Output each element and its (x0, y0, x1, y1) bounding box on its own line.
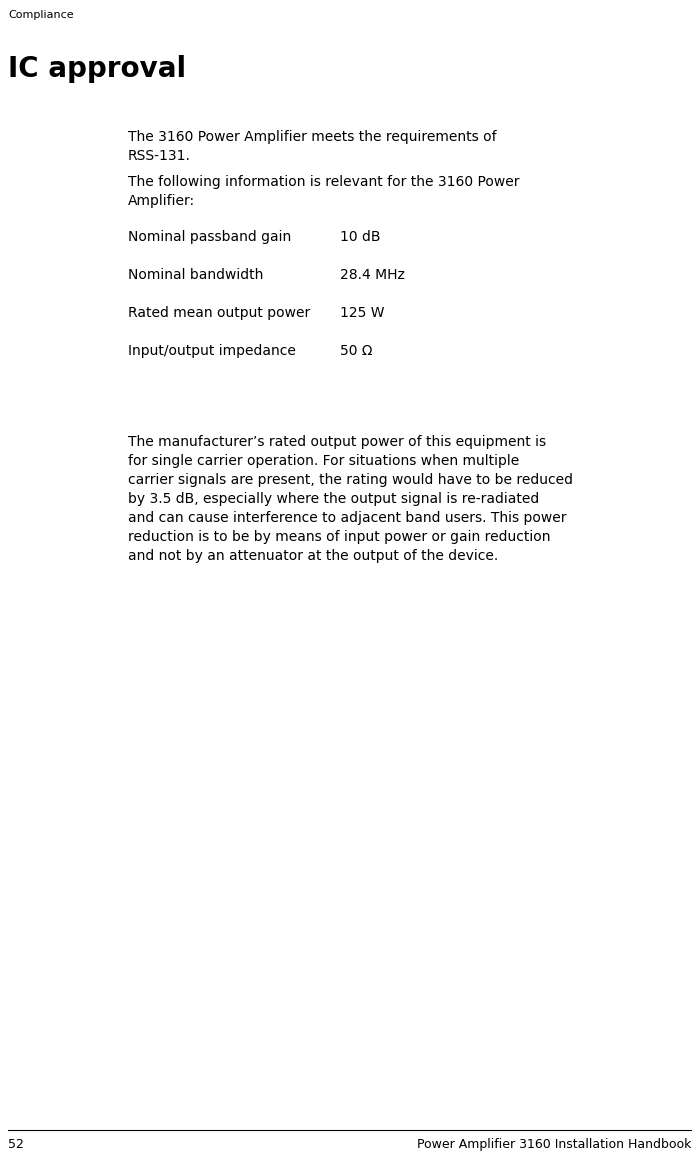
Text: Amplifier:: Amplifier: (128, 194, 195, 208)
Text: The manufacturer’s rated output power of this equipment is: The manufacturer’s rated output power of… (128, 435, 546, 449)
Text: Rated mean output power: Rated mean output power (128, 306, 310, 320)
Text: Input/output impedance: Input/output impedance (128, 344, 296, 358)
Text: reduction is to be by means of input power or gain reduction: reduction is to be by means of input pow… (128, 530, 551, 544)
Text: The following information is relevant for the 3160 Power: The following information is relevant fo… (128, 174, 519, 190)
Text: Compliance: Compliance (8, 10, 73, 20)
Text: 10 dB: 10 dB (340, 230, 380, 244)
Text: by 3.5 dB, especially where the output signal is re-radiated: by 3.5 dB, especially where the output s… (128, 492, 539, 506)
Text: RSS-131.: RSS-131. (128, 149, 191, 163)
Text: The 3160 Power Amplifier meets the requirements of: The 3160 Power Amplifier meets the requi… (128, 130, 496, 144)
Text: 52: 52 (8, 1139, 24, 1151)
Text: Nominal bandwidth: Nominal bandwidth (128, 267, 264, 281)
Text: 125 W: 125 W (340, 306, 384, 320)
Text: 28.4 MHz: 28.4 MHz (340, 267, 405, 281)
Text: carrier signals are present, the rating would have to be reduced: carrier signals are present, the rating … (128, 473, 573, 487)
Text: and not by an attenuator at the output of the device.: and not by an attenuator at the output o… (128, 549, 498, 563)
Text: for single carrier operation. For situations when multiple: for single carrier operation. For situat… (128, 454, 519, 468)
Text: 50 Ω: 50 Ω (340, 344, 373, 358)
Text: IC approval: IC approval (8, 55, 186, 83)
Text: Power Amplifier 3160 Installation Handbook: Power Amplifier 3160 Installation Handbo… (417, 1139, 691, 1151)
Text: and can cause interference to adjacent band users. This power: and can cause interference to adjacent b… (128, 511, 566, 525)
Text: Nominal passband gain: Nominal passband gain (128, 230, 291, 244)
